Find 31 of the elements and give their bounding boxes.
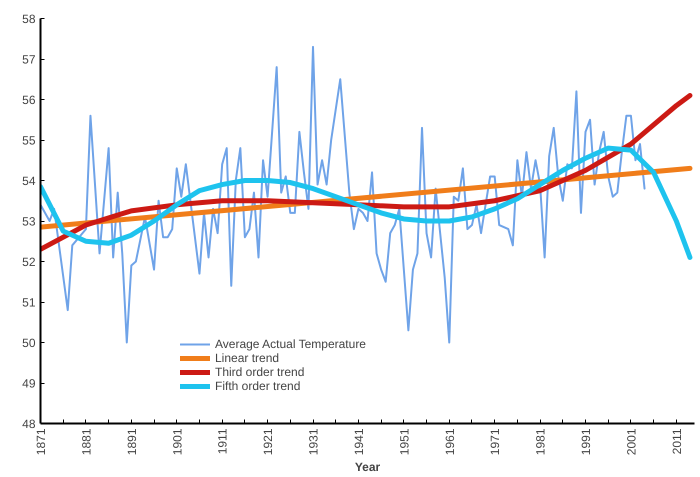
y-tick-label: 56 — [22, 93, 36, 107]
x-tick-label: 1921 — [261, 428, 276, 456]
x-axis-title: Year — [354, 460, 381, 474]
x-tick-label: 1931 — [306, 428, 320, 456]
y-tick-label: 51 — [22, 296, 36, 310]
y-tick-label: 54 — [22, 174, 36, 188]
x-tick-label: 2001 — [624, 428, 638, 456]
x-tick-label: 1971 — [488, 428, 502, 456]
y-tick-label: 53 — [22, 214, 36, 228]
x-tick-label: 2011 — [670, 428, 684, 454]
x-tick-label: 1911 — [216, 428, 230, 454]
y-tick-label: 48 — [22, 417, 36, 431]
legend-label: Average Actual Temperature — [215, 337, 366, 351]
y-tick-label: 50 — [22, 336, 36, 350]
legend-label: Fifth order trend — [215, 379, 300, 393]
x-tick-label: 1901 — [170, 428, 184, 456]
y-tick-label: 49 — [22, 376, 36, 390]
x-tick-label: 1881 — [79, 428, 94, 456]
x-tick-label: 1941 — [352, 428, 366, 456]
y-tick-label: 55 — [22, 134, 36, 148]
y-tick-label: 57 — [22, 52, 36, 66]
x-tick-label: 1961 — [442, 428, 457, 456]
y-tick-label: 52 — [22, 255, 36, 269]
x-tick-label: 1871 — [34, 428, 48, 456]
x-tick-label: 1991 — [579, 428, 593, 456]
x-tick-label: 1891 — [124, 428, 139, 456]
legend-label: Linear trend — [215, 351, 280, 365]
y-tick-label: 58 — [22, 12, 36, 26]
x-tick-label: 1981 — [534, 428, 548, 456]
x-tick-label: 1951 — [397, 428, 412, 456]
legend-label: Third order trend — [215, 365, 304, 379]
